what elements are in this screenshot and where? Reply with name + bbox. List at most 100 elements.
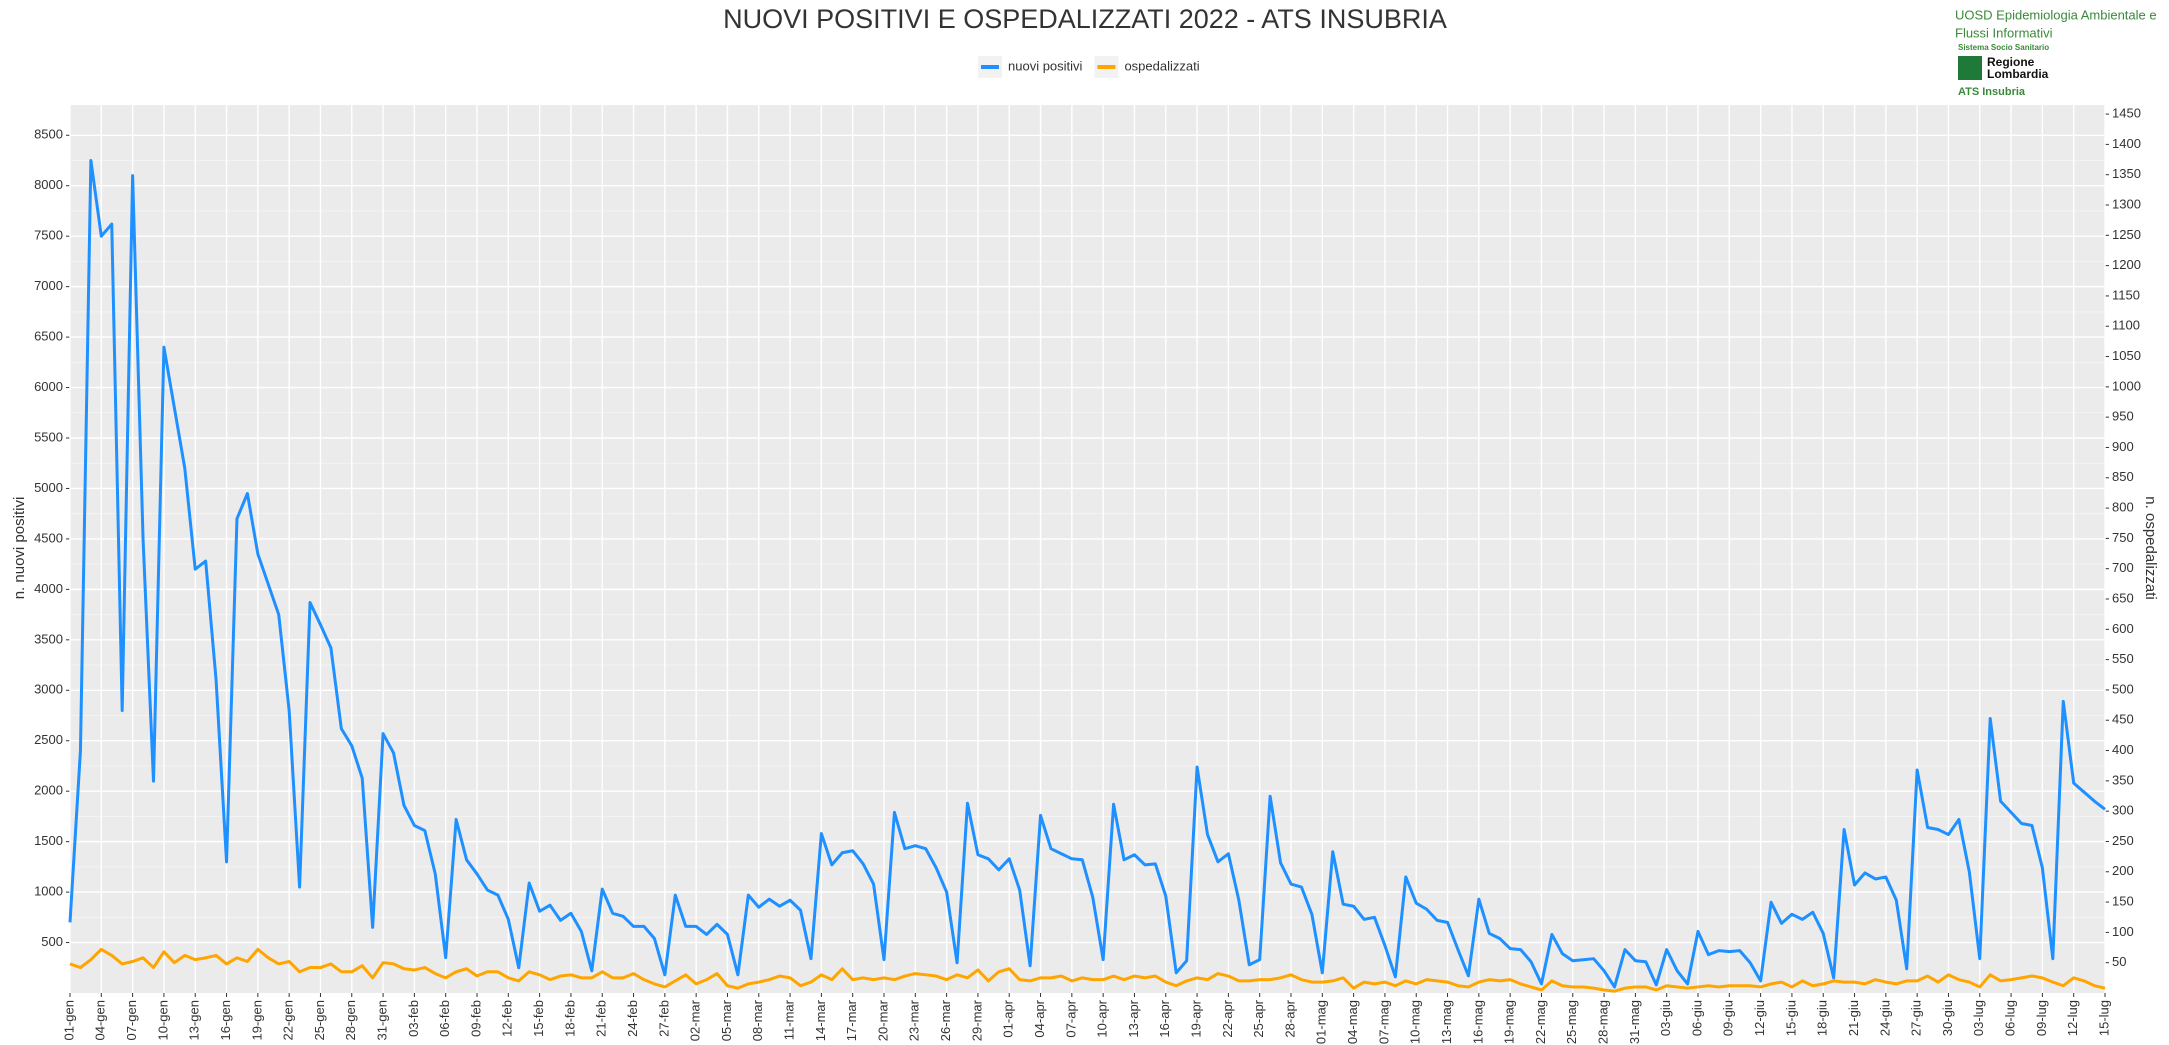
logo-icon [1958, 56, 1982, 80]
x-tick-label: 14-mar [813, 999, 828, 1041]
y-tick-label: 5000 [34, 480, 63, 495]
legend-label: ospedalizzati [1124, 58, 1199, 73]
x-tick-label: 23-mar [907, 999, 922, 1041]
y-tick-label: 2500 [34, 732, 63, 747]
y2-tick-label: 1450 [2112, 106, 2141, 121]
y2-tick-label: 400 [2112, 742, 2134, 757]
y2-tick-label: 1200 [2112, 257, 2141, 272]
y2-axis-label: n. ospedalizzati [2142, 496, 2159, 599]
x-tick-label: 04-apr [1032, 999, 1047, 1037]
y2-tick-label: 750 [2112, 530, 2134, 545]
x-tick-label: 20-mar [875, 999, 890, 1041]
x-tick-label: 25-mag [1564, 1000, 1579, 1044]
x-tick-label: 29-mar [969, 999, 984, 1041]
x-tick-label: 13-mag [1439, 1000, 1454, 1044]
y-tick-label: 1000 [34, 884, 63, 899]
series-line [69, 947, 2106, 993]
x-tick-label: 06-feb [437, 1000, 452, 1037]
x-tick-label: 07-mag [1376, 1000, 1391, 1044]
x-tick-label: 16-apr [1157, 999, 1172, 1037]
x-tick-label: 12-lug [2065, 1000, 2080, 1036]
x-tick-label: 16-gen [218, 1000, 233, 1040]
x-tick-label: 25-gen [312, 1000, 327, 1040]
y2-tick-label: 150 [2112, 894, 2134, 909]
y2-tick-label: 200 [2112, 863, 2134, 878]
x-tick-label: 01-gen [61, 1000, 76, 1040]
chart-title: NUOVI POSITIVI E OSPEDALIZZATI 2022 - AT… [723, 4, 1447, 34]
legend-label: nuovi positivi [1008, 58, 1083, 73]
x-tick-label: 26-mar [938, 999, 953, 1041]
x-tick-label: 22-gen [281, 1000, 296, 1040]
x-tick-label: 18-giu [1815, 1000, 1830, 1036]
y2-tick-label: 800 [2112, 500, 2134, 515]
x-tick-label: 09-giu [1721, 1000, 1736, 1036]
x-tick-label: 09-lug [2034, 1000, 2049, 1036]
x-tick-label: 03-lug [1971, 1000, 1986, 1036]
x-tick-label: 01-apr [1001, 999, 1016, 1037]
y2-tick-label: 500 [2112, 681, 2134, 696]
y2-tick-label: 350 [2112, 772, 2134, 787]
logo-text: Sistema Socio Sanitario [1958, 43, 2049, 52]
logo-text: Flussi Informativi [1955, 25, 2053, 40]
x-tick-label: 15-lug [2096, 1000, 2111, 1036]
x-tick-label: 12-feb [500, 1000, 515, 1037]
y-tick-label: 8000 [34, 177, 63, 192]
y-tick-label: 8500 [34, 127, 63, 142]
y2-tick-label: 550 [2112, 651, 2134, 666]
x-tick-label: 10-apr [1095, 999, 1110, 1037]
logo-text: UOSD Epidemiologia Ambientale e [1955, 7, 2157, 22]
x-tick-label: 08-mar [750, 999, 765, 1041]
logo-text: Lombardia [1987, 67, 2049, 81]
x-tick-label: 06-lug [2003, 1000, 2018, 1036]
legend-item: nuovi positivi [978, 56, 1083, 78]
plot-background [70, 105, 2105, 993]
x-tick-label: 07-gen [124, 1000, 139, 1040]
y-tick-label: 7000 [34, 278, 63, 293]
x-tick-label: 27-feb [656, 1000, 671, 1037]
y-tick-label: 500 [41, 934, 63, 949]
y2-tick-label: 950 [2112, 409, 2134, 424]
x-tick-label: 22-apr [1220, 999, 1235, 1037]
x-tick-label: 28-mag [1596, 1000, 1611, 1044]
logo-text: ATS Insubria [1958, 86, 2026, 98]
y-axis-label: n. nuovi positivi [11, 497, 28, 600]
y-tick-label: 4500 [34, 530, 63, 545]
y2-tick-label: 600 [2112, 621, 2134, 636]
x-tick-label: 19-gen [249, 1000, 264, 1040]
x-tick-label: 19-mag [1502, 1000, 1517, 1044]
x-tick-label: 31-gen [375, 1000, 390, 1040]
y2-tick-label: 1050 [2112, 348, 2141, 363]
x-tick-label: 28-apr [1282, 999, 1297, 1037]
y2-tick-label: 50 [2112, 954, 2126, 969]
legend-item: ospedalizzati [1094, 56, 1200, 78]
y-tick-label: 5500 [34, 429, 63, 444]
x-tick-label: 03-feb [406, 1000, 421, 1037]
y2-tick-label: 1350 [2112, 166, 2141, 181]
y-tick-label: 3000 [34, 682, 63, 697]
x-tick-label: 10-mag [1408, 1000, 1423, 1044]
x-tick-label: 27-giu [1909, 1000, 1924, 1036]
x-tick-label: 11-mar [782, 999, 797, 1040]
x-tick-label: 24-giu [1877, 1000, 1892, 1036]
x-tick-label: 15-giu [1783, 1000, 1798, 1036]
x-tick-label: 01-mag [1314, 1000, 1329, 1044]
x-tick-label: 31-mag [1627, 1000, 1642, 1044]
y-tick-label: 3500 [34, 631, 63, 646]
x-tick-label: 17-mar [844, 999, 859, 1041]
x-tick-label: 22-mag [1533, 1000, 1548, 1044]
x-tick-label: 18-feb [562, 1000, 577, 1037]
y2-tick-label: 1300 [2112, 196, 2141, 211]
y2-tick-label: 700 [2112, 560, 2134, 575]
y2-tick-label: 900 [2112, 439, 2134, 454]
y-tick-label: 6000 [34, 379, 63, 394]
y2-tick-label: 450 [2112, 712, 2134, 727]
x-tick-label: 30-giu [1940, 1000, 1955, 1036]
y-tick-label: 4000 [34, 581, 63, 596]
y2-tick-label: 250 [2112, 833, 2134, 848]
x-tick-label: 21-giu [1846, 1000, 1861, 1036]
y2-tick-label: 300 [2112, 803, 2134, 818]
y-tick-label: 2000 [34, 783, 63, 798]
x-tick-label: 24-feb [625, 1000, 640, 1037]
series-line [68, 159, 2106, 989]
